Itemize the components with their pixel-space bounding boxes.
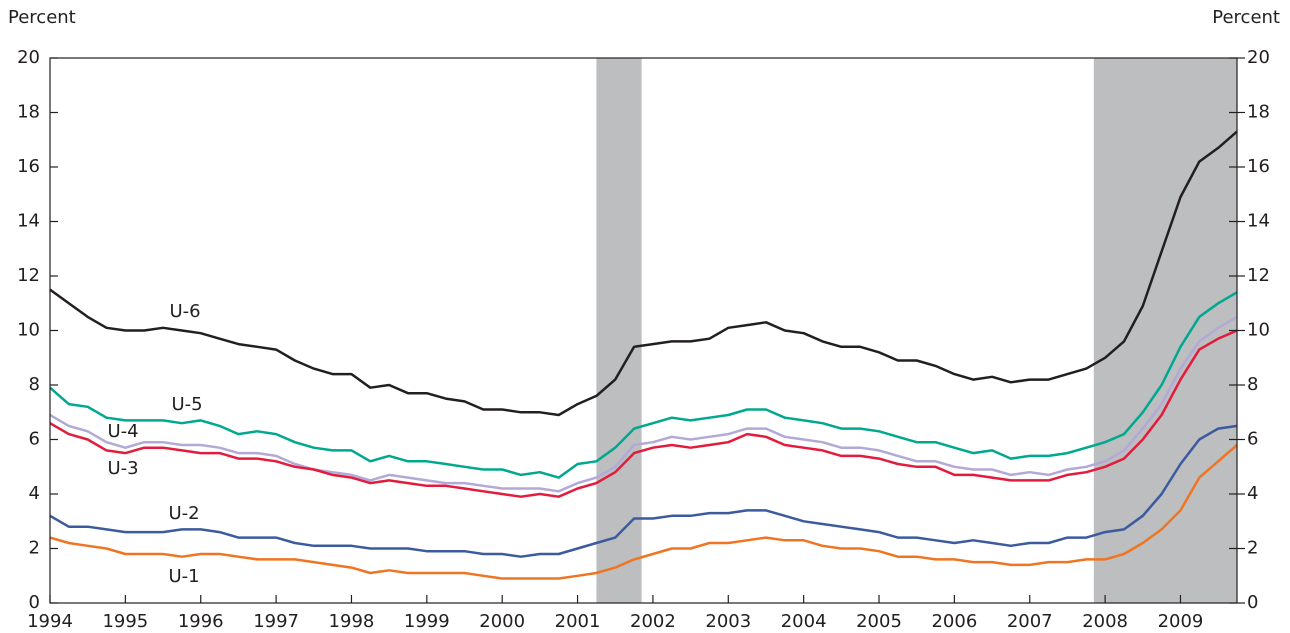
- x-tick-label: 1996: [178, 611, 224, 632]
- y2-tick-label: 16: [1247, 156, 1270, 177]
- y2-tick-label: 20: [1247, 47, 1270, 68]
- y2-tick-label: 0: [1247, 592, 1258, 613]
- x-tick-label: 2006: [931, 611, 977, 632]
- x-tick-label: 2000: [479, 611, 525, 632]
- y2-tick-label: 6: [1247, 429, 1258, 450]
- series-line: [49, 444, 1238, 580]
- y2-axis-label: Percent: [1212, 7, 1280, 28]
- y-tick-label: 14: [17, 211, 40, 232]
- y2-tick-label: 10: [1247, 320, 1270, 341]
- y2-tick-label: 4: [1247, 483, 1258, 504]
- x-tick-label: 2008: [1082, 611, 1128, 632]
- y2-tick-label: 8: [1247, 374, 1258, 395]
- x-tick-label: 2001: [555, 611, 601, 632]
- recession-shade: [596, 58, 642, 603]
- series-label: U-5: [171, 394, 202, 415]
- y-tick-label: 4: [29, 483, 40, 504]
- y-tick-label: 6: [29, 429, 40, 450]
- series-label: U-2: [168, 503, 199, 524]
- x-tick-label: 2009: [1158, 611, 1204, 632]
- x-tick-label: 1998: [329, 611, 375, 632]
- series-label: U-4: [107, 421, 138, 442]
- y2-tick-label: 14: [1247, 211, 1270, 232]
- x-tick-label: 2007: [1007, 611, 1053, 632]
- y-tick-label: 12: [17, 265, 40, 286]
- plot-frame: [49, 57, 1238, 604]
- x-tick-label: 1999: [404, 611, 450, 632]
- y-axis-label: Percent: [8, 7, 76, 28]
- y2-tick-label: 18: [1247, 102, 1270, 123]
- series-line: [49, 424, 1238, 558]
- y-tick-label: 16: [17, 156, 40, 177]
- series-line: [49, 315, 1238, 493]
- series-label: U-3: [107, 458, 138, 479]
- y-tick-label: 20: [17, 47, 40, 68]
- y-tick-label: 18: [17, 102, 40, 123]
- y2-tick-label: 2: [1247, 538, 1258, 559]
- series-line: [49, 130, 1238, 417]
- series-line: [49, 329, 1238, 498]
- series-label: U-1: [168, 566, 199, 587]
- x-tick-label: 1995: [102, 611, 148, 632]
- x-tick-label: 2005: [856, 611, 902, 632]
- y-tick-label: 10: [17, 320, 40, 341]
- x-tick-label: 2003: [705, 611, 751, 632]
- x-tick-label: 1994: [27, 611, 73, 632]
- x-tick-label: 2002: [630, 611, 676, 632]
- y-tick-label: 2: [29, 538, 40, 559]
- series-label: U-6: [169, 301, 200, 322]
- y2-tick-label: 12: [1247, 265, 1270, 286]
- x-tick-label: 1997: [253, 611, 299, 632]
- series-line: [49, 291, 1238, 479]
- y-tick-label: 0: [29, 592, 40, 613]
- y-tick-label: 8: [29, 374, 40, 395]
- x-tick-label: 2004: [781, 611, 827, 632]
